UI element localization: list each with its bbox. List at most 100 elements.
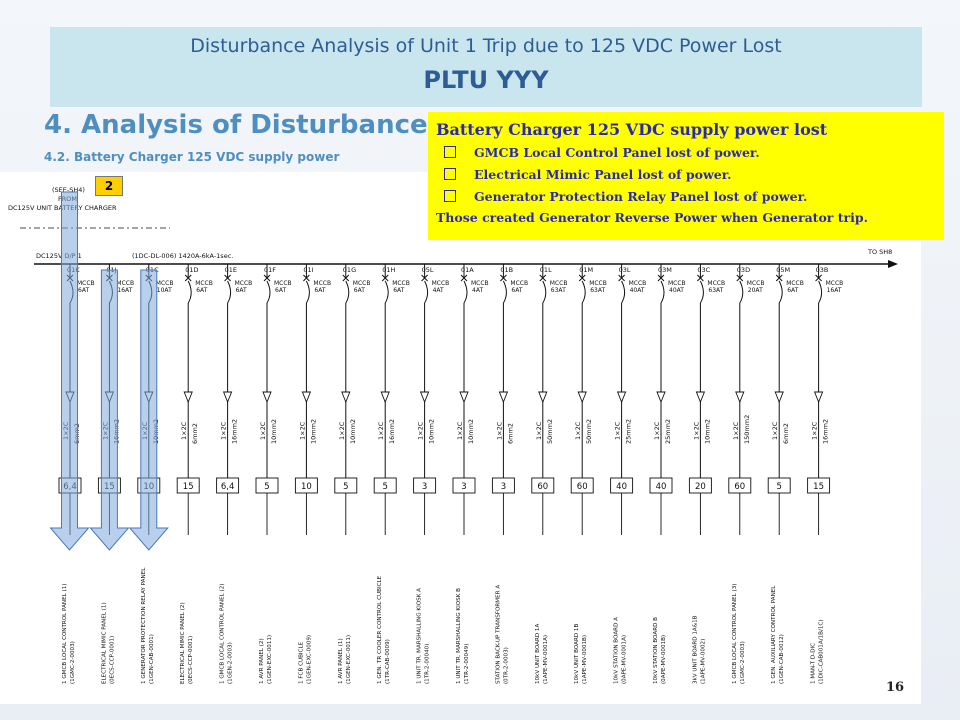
cable-arrow-icon xyxy=(341,391,351,404)
breaker-contact xyxy=(502,280,507,304)
source-ref: (SEE-SH4) xyxy=(52,186,85,194)
breaker-icon xyxy=(815,274,822,282)
load-value: 5 xyxy=(343,482,348,492)
breaker-contact xyxy=(542,280,547,304)
feeder-id: 01I xyxy=(303,266,313,274)
callout-heading: Battery Charger 125 VDC supply power los… xyxy=(436,120,828,139)
cable-type: 1×2C xyxy=(298,421,306,440)
load-value: 3 xyxy=(422,482,427,492)
cable-type: 1×2C xyxy=(180,421,188,440)
cable-size: 25mm2 xyxy=(625,419,633,444)
cable-arrow-icon xyxy=(183,391,193,404)
feeder-id: 01E xyxy=(225,266,237,274)
feeder-destination: 10kV UNIT BOARD 1A xyxy=(535,624,541,684)
feeder-destination: 1 GMCB LOCAL CONTROL PANEL (3) xyxy=(732,584,738,684)
feeder-id: 03D xyxy=(737,266,750,274)
feeder-destination: 10kV UNIT BOARD 1B xyxy=(574,624,580,684)
breaker-rating: 4AT xyxy=(433,287,444,294)
breaker-contact xyxy=(424,280,429,304)
cable-type: 1×2C xyxy=(574,421,582,440)
checkbox-icon xyxy=(444,146,456,158)
feeder-reference: (1GEN-EXC-0011) xyxy=(346,635,352,684)
checkbox-icon xyxy=(444,168,456,180)
cable-size: 10mm2 xyxy=(270,419,278,444)
feeder-id: 05M xyxy=(776,266,790,274)
breaker-contact xyxy=(384,280,389,304)
breaker-rating: 6AT xyxy=(196,287,207,294)
feeder-reference: (0APE-MV-0001A) xyxy=(622,635,628,684)
breaker-rating: 63AT xyxy=(590,287,605,294)
cable-type: 1×2C xyxy=(732,421,740,440)
breaker-type: MCCB xyxy=(116,280,134,287)
breaker-type: MCCB xyxy=(235,280,253,287)
feeder-destination: 1 GEN. TR COOLER CONTROL CUBICLE xyxy=(377,575,383,684)
load-value: 15 xyxy=(183,482,194,492)
breaker-rating: 6AT xyxy=(787,287,798,294)
breaker-icon xyxy=(500,274,507,282)
feeder-id: 03L xyxy=(619,266,631,274)
cable-size: 25mm2 xyxy=(664,419,672,444)
feeder-id: 03M xyxy=(658,266,672,274)
feeder-reference: (1GEN-2-0003) xyxy=(228,642,234,684)
breaker-rating: 20AT xyxy=(748,287,763,294)
breaker-type: MCCB xyxy=(747,280,765,287)
breaker-type: MCCB xyxy=(668,280,686,287)
cable-type: 1×2C xyxy=(220,421,228,440)
cable-type: 1×2C xyxy=(535,421,543,440)
cable-size: 10mm2 xyxy=(467,419,475,444)
callout-bullet: Generator Protection Relay Panel lost of… xyxy=(436,186,936,208)
feeder-destination: 1 UNIT TR. MARSHALLING KIOSK B xyxy=(456,588,462,684)
breaker-type: MCCB xyxy=(313,280,331,287)
breaker-type: MCCB xyxy=(392,280,410,287)
cable-arrow-icon xyxy=(538,391,548,404)
feeder-destination: 1 UNIT TR. MARSHALLING KIOSK A xyxy=(417,588,423,684)
feeder-reference: (1TR-2-00040) xyxy=(425,644,431,684)
cable-size: 10mm2 xyxy=(428,419,436,444)
title-banner: Disturbance Analysis of Unit 1 Trip due … xyxy=(50,27,922,107)
breaker-icon xyxy=(184,274,192,282)
feeder-destination: 10kV STATION BOARD A xyxy=(614,617,620,684)
feeder-reference: (1GMC-2-0003) xyxy=(70,641,76,684)
breaker-icon xyxy=(421,274,428,282)
cable-size: 10mm2 xyxy=(349,419,357,444)
breaker-rating: 6AT xyxy=(393,287,404,294)
bus-ref: (1DC-DL-006) 1420A-6kA-1sec. xyxy=(132,252,233,260)
slide-subtitle: PLTU YYY xyxy=(423,66,549,94)
load-value: 60 xyxy=(734,482,745,492)
cable-arrow-icon xyxy=(774,391,784,404)
breaker-rating: 40AT xyxy=(630,287,645,294)
load-value: 60 xyxy=(577,482,588,492)
cable-arrow-icon xyxy=(498,391,509,404)
load-value: 40 xyxy=(656,482,667,492)
feeder-destination: STATION BACK-UP TRANSFORMER A xyxy=(495,585,501,684)
breaker-type: MCCB xyxy=(432,280,450,287)
breaker-rating: 6AT xyxy=(78,287,89,294)
callout-bullet-text: Electrical Mimic Panel lost of power. xyxy=(474,167,732,182)
feeder-reference: (0ECS-CCP-0001) xyxy=(109,636,115,684)
feeder-id: 03C xyxy=(697,266,710,274)
feeder-reference: (1TR-2-00049) xyxy=(464,644,470,684)
cable-type: 1×2C xyxy=(614,421,622,440)
cable-type: 1×2C xyxy=(692,421,700,440)
breaker-contact xyxy=(266,280,271,304)
breaker-type: MCCB xyxy=(274,280,292,287)
breaker-type: MCCB xyxy=(707,280,725,287)
cable-size: 16mm2 xyxy=(388,419,396,444)
breaker-icon xyxy=(342,274,350,282)
breaker-rating: 16AT xyxy=(117,287,132,294)
feeder-destination: 1 AVR PANEL (1) xyxy=(338,638,344,684)
cable-type: 1×2C xyxy=(417,421,425,440)
breaker-icon xyxy=(263,274,271,282)
cable-type: 1×2C xyxy=(811,421,819,440)
feeder-destination: 1 GENERATOR PROTECTION RELAY PANEL xyxy=(141,567,147,684)
callout-bullet-text: GMCB Local Control Panel lost of power. xyxy=(474,145,760,160)
cable-arrow-icon xyxy=(419,391,430,404)
feeder-id: 05L xyxy=(422,266,434,274)
breaker-rating: 6AT xyxy=(354,287,365,294)
feeder-id: 01D xyxy=(185,266,198,274)
feeder-id: 01M xyxy=(579,266,593,274)
breaker-type: MCCB xyxy=(77,280,95,287)
cable-arrow-icon xyxy=(735,391,745,404)
breaker-contact xyxy=(621,280,626,304)
breaker-contact xyxy=(818,280,823,304)
